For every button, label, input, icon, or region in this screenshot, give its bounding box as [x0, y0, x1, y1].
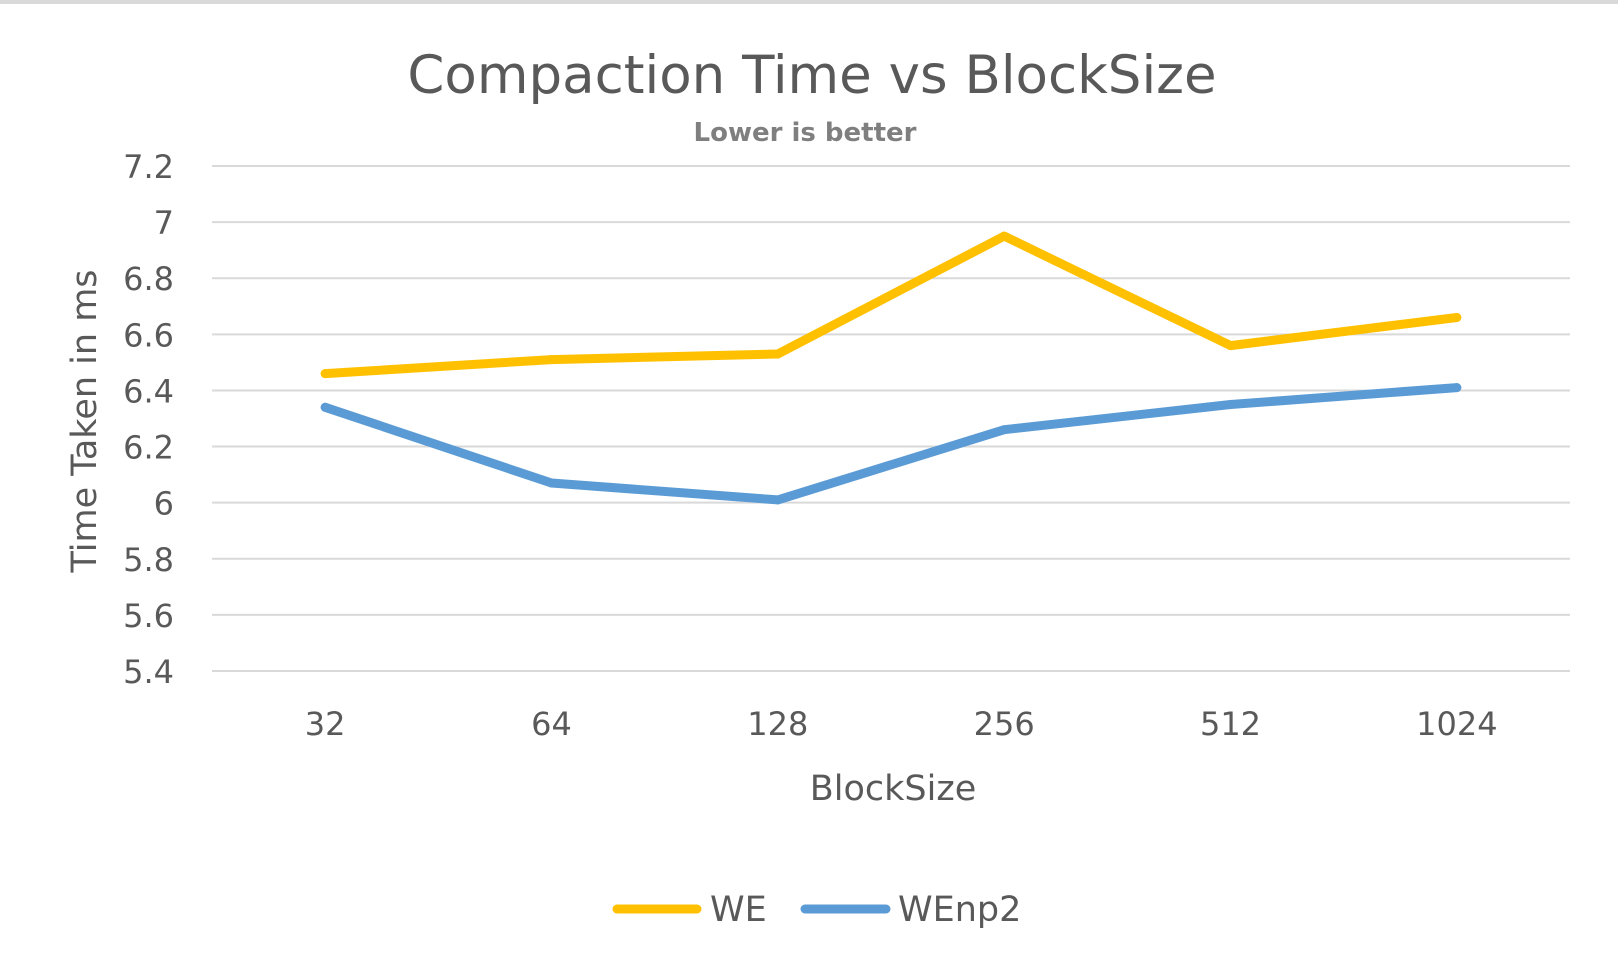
legend-label: WE	[710, 890, 767, 930]
chart-subtitle: Lower is better	[694, 118, 917, 148]
x-axis-ticks: 32 64 128 256 512 1024	[305, 705, 1498, 743]
y-tick-label: 5.8	[123, 541, 174, 579]
data-point-we	[320, 369, 330, 379]
x-tick-label: 64	[531, 705, 572, 743]
data-point-we	[773, 349, 783, 359]
y-tick-label: 5.4	[123, 653, 174, 691]
x-axis-label: BlockSize	[810, 769, 977, 809]
data-point-we	[547, 355, 556, 365]
x-tick-label: 256	[974, 705, 1035, 743]
y-tick-label: 6.4	[123, 372, 174, 410]
series-lines	[320, 231, 1462, 505]
y-axis-ticks: 5.4 5.6 5.8 6 6.2 6.4 6.6 6.8 7 7.2	[123, 148, 174, 691]
legend-label: WEnp2	[898, 890, 1021, 930]
data-point-wenp2	[773, 495, 783, 505]
x-tick-label: 1024	[1416, 705, 1497, 743]
grid-lines	[212, 165, 1570, 672]
chart-title: Compaction Time vs BlockSize	[407, 45, 1216, 106]
data-point-we	[999, 231, 1009, 241]
top-border	[0, 0, 1618, 4]
data-point-wenp2	[1226, 399, 1235, 409]
y-tick-label: 7.2	[123, 148, 174, 186]
series-line-wenp2	[320, 383, 1462, 505]
y-tick-label: 6	[154, 485, 174, 523]
legend: WE WEnp2	[612, 890, 1021, 930]
data-point-we	[1226, 341, 1235, 351]
x-tick-label: 32	[305, 705, 346, 743]
y-axis-label: Time Taken in ms	[65, 269, 105, 573]
data-point-wenp2	[999, 425, 1009, 435]
data-point-we	[1452, 313, 1462, 322]
y-tick-label: 6.2	[123, 429, 174, 467]
y-tick-label: 6.8	[123, 260, 174, 298]
y-tick-label: 7	[154, 204, 174, 242]
x-tick-label: 128	[747, 705, 808, 743]
x-tick-label: 512	[1200, 705, 1261, 743]
y-tick-label: 6.6	[123, 316, 174, 354]
data-point-wenp2	[320, 402, 330, 412]
legend-item-we: WE	[612, 890, 767, 930]
legend-item-wenp2: WEnp2	[800, 890, 1021, 930]
y-tick-label: 5.6	[123, 597, 174, 635]
data-point-wenp2	[1452, 383, 1462, 393]
series-line-we	[320, 231, 1462, 379]
data-point-wenp2	[547, 478, 556, 488]
